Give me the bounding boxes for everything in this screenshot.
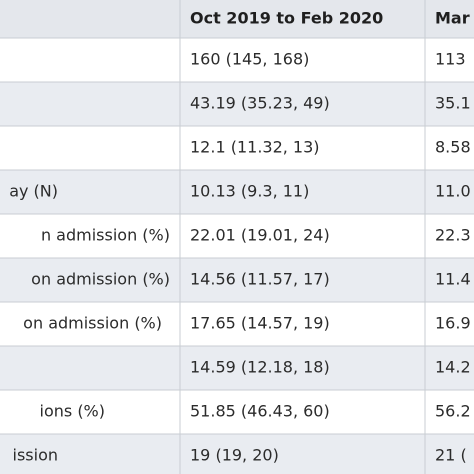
cell: 113: [435, 50, 466, 69]
row-bg: [0, 82, 474, 126]
cell: 56.2: [435, 402, 471, 421]
row-bg: [0, 170, 474, 214]
row-label: on admission (%): [31, 270, 170, 289]
row-label: ission: [13, 446, 59, 465]
column-header: Mar: [435, 9, 470, 28]
row-bg: [0, 434, 474, 474]
cell: 8.58: [435, 138, 471, 157]
header-bg: [0, 0, 474, 38]
row-label: n admission (%): [41, 226, 170, 245]
column-header: Oct 2019 to Feb 2020: [190, 9, 383, 28]
row-label: on admission (%): [23, 314, 162, 333]
cell: 17.65 (14.57, 19): [190, 314, 330, 333]
row-label: ay (N): [9, 182, 58, 201]
cell: 16.9: [435, 314, 471, 333]
row-bg: [0, 258, 474, 302]
cell: 160 (145, 168): [190, 50, 309, 69]
cell: 22.3: [435, 226, 471, 245]
cell: 51.85 (46.43, 60): [190, 402, 330, 421]
cell: 12.1 (11.32, 13): [190, 138, 320, 157]
cell: 11.0: [435, 182, 471, 201]
cell: 11.4: [435, 270, 471, 289]
cell: 22.01 (19.01, 24): [190, 226, 330, 245]
cell: 14.59 (12.18, 18): [190, 358, 330, 377]
row-bg: [0, 346, 474, 390]
cell: 21 (: [435, 446, 467, 465]
cell: 14.2: [435, 358, 471, 377]
cell: 14.56 (11.57, 17): [190, 270, 330, 289]
cell: 43.19 (35.23, 49): [190, 94, 330, 113]
cell: 10.13 (9.3, 11): [190, 182, 309, 201]
row-label: ions (%): [40, 402, 105, 421]
cell: 35.1: [435, 94, 471, 113]
cell: 19 (19, 20): [190, 446, 279, 465]
